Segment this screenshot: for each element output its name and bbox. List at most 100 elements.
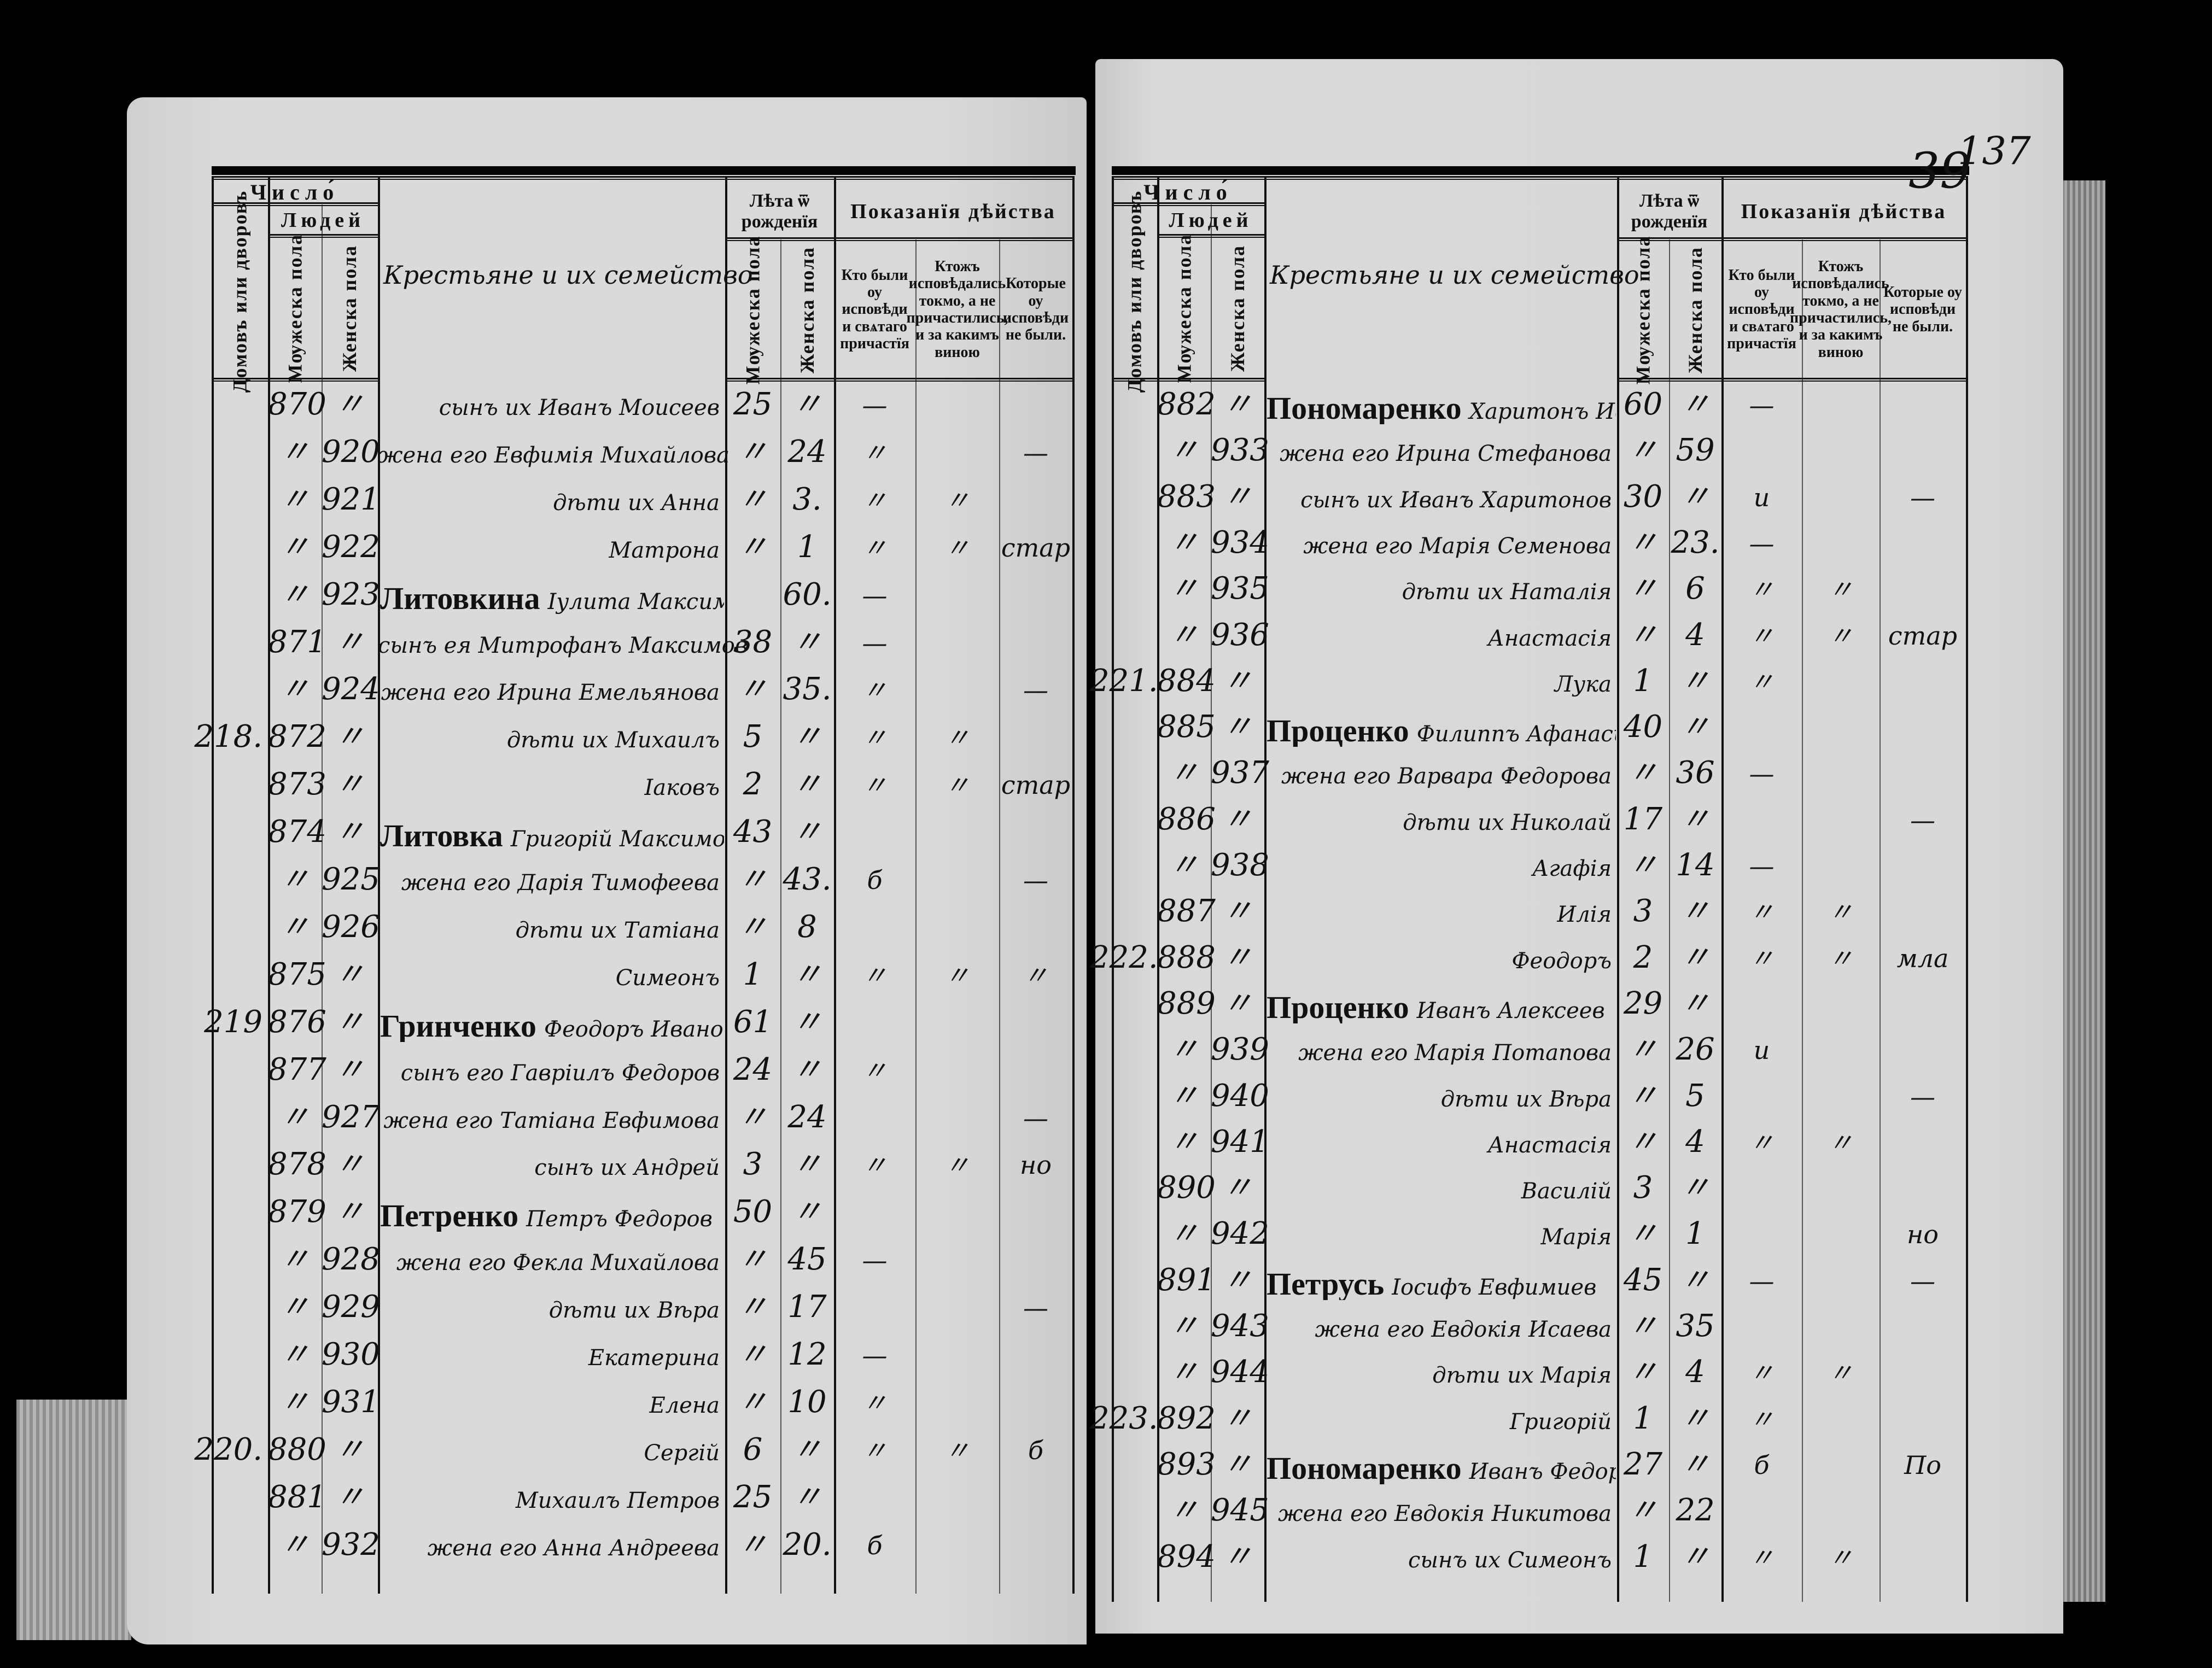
female-number: 〃 bbox=[334, 624, 365, 660]
surname: Литовка bbox=[380, 820, 503, 852]
male-number: 889 bbox=[1157, 985, 1216, 1021]
left_page-header-lyudey: Людей bbox=[281, 208, 365, 232]
confession-mark: — bbox=[1910, 1266, 1935, 1296]
person-entry: Анастасія bbox=[1487, 625, 1612, 651]
male-age: 38 bbox=[733, 624, 773, 660]
female-number: 923 bbox=[322, 576, 380, 612]
person-entry: Екатерина bbox=[588, 1345, 720, 1371]
person-entry: дѣти их Вѣра bbox=[1440, 1086, 1612, 1112]
female-number: 〃 bbox=[334, 1004, 365, 1040]
person-entry: Іаковъ bbox=[644, 775, 720, 801]
female-number: 〃 bbox=[334, 387, 365, 422]
male-number: 877 bbox=[268, 1051, 326, 1087]
female-age: 〃 bbox=[792, 1479, 822, 1515]
left_page-header-years-from-birth: Лѣта ѿ рожденїя bbox=[741, 190, 818, 232]
female-age: 4 bbox=[1685, 617, 1705, 653]
female-age: 20. bbox=[783, 1526, 832, 1562]
person-entry: Пономаренко Иванъ Федоров bbox=[1266, 1453, 1616, 1484]
person-entry: сынъ ея Митрофанъ Максимов bbox=[378, 633, 748, 658]
confession-mark: б bbox=[1754, 1450, 1770, 1480]
female-number: 〃 bbox=[1222, 985, 1253, 1021]
person-entry: жена его Ирина Емельянова bbox=[381, 680, 720, 706]
surname: Проценко bbox=[1266, 715, 1409, 747]
given-name: Иванъ Алексеев bbox=[1416, 998, 1605, 1023]
male-number: 〃 bbox=[1169, 1354, 1199, 1390]
confession-mark: — bbox=[1023, 1293, 1048, 1323]
right_page-header-peasants-family: Крестьяне и их семейство bbox=[1270, 260, 1639, 290]
right-page-stack-edge bbox=[2062, 180, 2105, 1602]
male-number: 〃 bbox=[1169, 432, 1199, 469]
confession-mark: 〃 bbox=[944, 770, 970, 800]
left_page-header-rule bbox=[212, 202, 378, 206]
male-age: 45 bbox=[1623, 1262, 1663, 1298]
male-age: 〃 bbox=[1627, 1216, 1659, 1252]
confession-mark: — bbox=[1023, 1103, 1048, 1133]
female-age: 4 bbox=[1685, 1354, 1705, 1390]
male-number: 891 bbox=[1157, 1262, 1216, 1298]
male-age: 6 bbox=[743, 1431, 763, 1467]
person-entry: Феодоръ bbox=[1511, 948, 1612, 974]
female-age: 〃 bbox=[792, 1194, 822, 1230]
right_page-header-not-confessed: Которые оу исповѣди не были. bbox=[1883, 283, 1962, 335]
left-page bbox=[127, 97, 1087, 1644]
person-entry: Анастасія bbox=[1487, 1132, 1612, 1158]
right_page-header-lyudey: Людей bbox=[1169, 208, 1253, 232]
female-age: 1 bbox=[1685, 1216, 1705, 1252]
female-number: 942 bbox=[1211, 1216, 1269, 1252]
female-number: 934 bbox=[1211, 524, 1269, 560]
male-number: 〃 bbox=[1169, 1032, 1199, 1068]
male-age: 〃 bbox=[1627, 1493, 1659, 1529]
person-entry: Проценко Филиппъ Афанасьев bbox=[1266, 715, 1616, 747]
person-entry: жена его Татіана Евфимова bbox=[383, 1108, 720, 1133]
female-age: 〃 bbox=[1680, 1262, 1711, 1298]
person-entry: сынъ их Симеонъ bbox=[1408, 1547, 1612, 1573]
male-number: 〃 bbox=[1169, 1308, 1199, 1344]
female-number: 〃 bbox=[334, 1194, 365, 1230]
left_page-column-rule bbox=[834, 176, 836, 1594]
male-number: 881 bbox=[268, 1479, 326, 1515]
confession-mark: б bbox=[1028, 1435, 1044, 1465]
given-name: Иванъ Федоров bbox=[1469, 1459, 1616, 1484]
person-entry: Лука bbox=[1554, 671, 1612, 697]
male-age: 3 bbox=[1633, 893, 1653, 929]
left_page-header-male-count-label: Мѹжеска пола bbox=[284, 233, 306, 383]
confession-mark: — bbox=[1023, 437, 1048, 467]
male-age: 〃 bbox=[737, 434, 768, 470]
person-entry: Матрона bbox=[609, 537, 720, 563]
confession-mark: 〃 bbox=[1828, 943, 1853, 973]
male-number: 879 bbox=[268, 1194, 326, 1230]
household-number: 222. bbox=[1090, 939, 1158, 975]
person-entry: жена его Варвара Федорова bbox=[1281, 764, 1612, 789]
left_page-header-rule bbox=[725, 237, 1072, 241]
female-age: 〃 bbox=[1680, 478, 1711, 514]
person-entry: Проценко Иванъ Алексеев bbox=[1266, 992, 1616, 1023]
right_page-column-rule bbox=[1157, 176, 1159, 1602]
person-entry: жена его Евдокія Исаева bbox=[1315, 1317, 1612, 1342]
right_page-column-rule bbox=[1669, 239, 1670, 1602]
female-age: 〃 bbox=[792, 956, 822, 992]
person-entry: сынъ их Иванъ Моисеев bbox=[439, 395, 720, 420]
male-number: 872 bbox=[268, 719, 326, 755]
confession-mark: — bbox=[862, 390, 888, 420]
male-age: 2 bbox=[1633, 939, 1653, 975]
person-entry: сынъ их Андрей bbox=[534, 1155, 720, 1181]
female-age: 〃 bbox=[1680, 1538, 1711, 1575]
right_page-header-female-count: Женска пола bbox=[1211, 238, 1264, 378]
confession-mark: — bbox=[1910, 805, 1935, 835]
person-entry: сынъ их Иванъ Харитонов bbox=[1300, 487, 1612, 513]
female-number: 〃 bbox=[1222, 1400, 1253, 1436]
male-number: 876 bbox=[268, 1004, 326, 1040]
confession-mark: 〃 bbox=[862, 532, 888, 563]
female-number: 925 bbox=[322, 862, 380, 897]
left_page-header-female-age: Женска пола bbox=[780, 242, 834, 378]
male-number: 〃 bbox=[1169, 1216, 1199, 1252]
female-number: 〃 bbox=[1222, 478, 1253, 514]
left_page-column-rule bbox=[322, 204, 323, 1594]
female-number: 939 bbox=[1211, 1032, 1269, 1068]
male-number: 〃 bbox=[279, 434, 310, 470]
confession-mark: 〃 bbox=[1749, 897, 1775, 927]
person-entry: дѣти их Николай bbox=[1403, 810, 1612, 835]
right_page-column-rule bbox=[1264, 176, 1266, 1602]
right_page-header-female-age-label: Женска пола bbox=[1684, 246, 1707, 373]
surname: Пономаренко bbox=[1266, 393, 1462, 424]
